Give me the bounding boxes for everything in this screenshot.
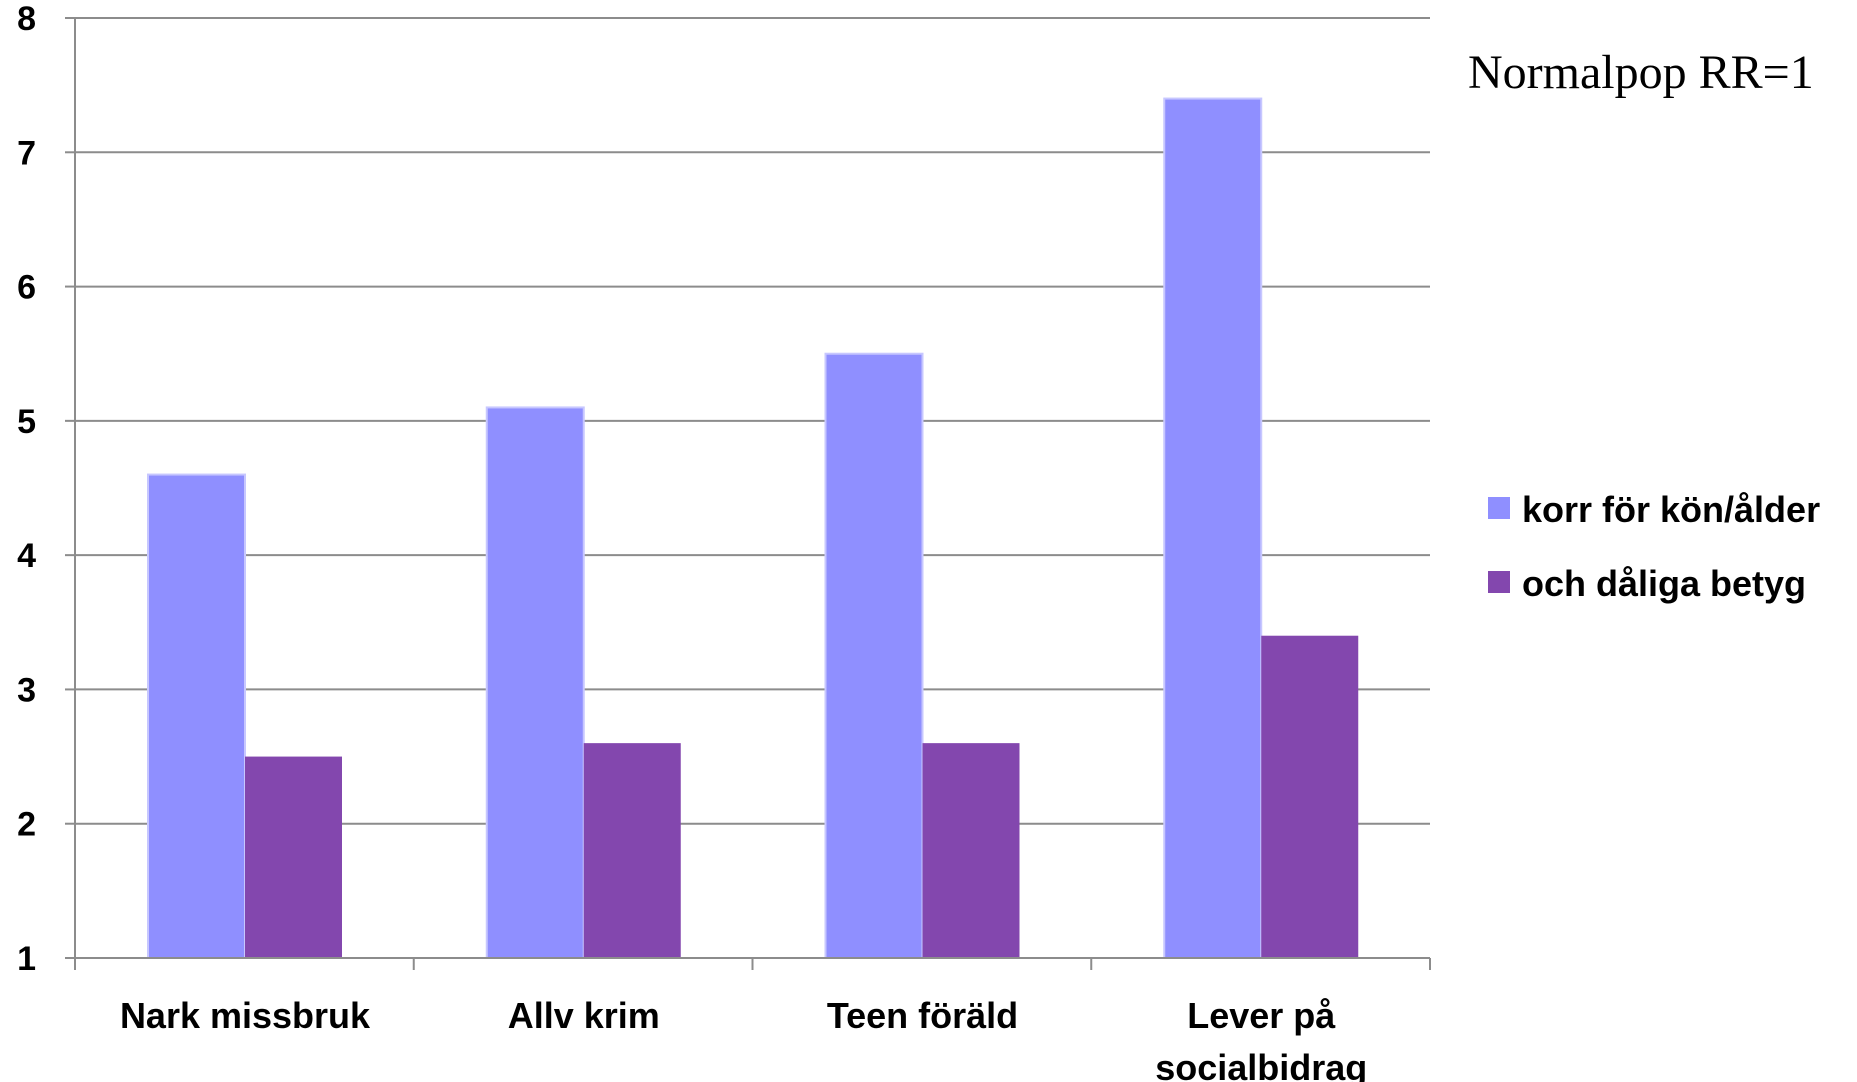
- bar-2-2: [583, 743, 681, 958]
- y-tick-label: 4: [17, 537, 36, 575]
- legend-label: och dåliga betyg: [1522, 563, 1806, 604]
- y-tick-label: 3: [17, 671, 36, 709]
- y-tick-label: 2: [17, 806, 36, 844]
- bars: [147, 97, 1359, 960]
- annotation-text: Normalpop RR=1: [1468, 46, 1814, 99]
- legend-swatch: [1488, 571, 1510, 593]
- y-tick-label: 6: [17, 269, 36, 307]
- bar-1-1: [147, 473, 246, 959]
- category-label: socialbidrag: [1155, 1047, 1367, 1082]
- axes: [74, 18, 1431, 970]
- legend-label: korr för kön/ålder: [1522, 489, 1820, 530]
- category-labels: Nark missbruk Allv krim Teen föräld Lever p…: [120, 995, 1367, 1082]
- legend: korr för kön/ålder och dåliga betyg: [1488, 489, 1820, 604]
- bar-1-4: [1163, 97, 1263, 960]
- bar-1-3: [824, 352, 924, 959]
- y-tick-label: 7: [17, 134, 36, 172]
- legend-swatch: [1488, 497, 1510, 519]
- y-tick-labels: 1 2 3 4 5 6 7 8: [17, 0, 36, 978]
- y-tick-label: 5: [17, 403, 36, 441]
- bar-1-2: [485, 406, 585, 959]
- bar-2-4: [1261, 635, 1359, 958]
- y-tick-label: 1: [17, 940, 36, 978]
- category-label: Nark missbruk: [120, 995, 371, 1036]
- bar-2-1: [245, 756, 342, 958]
- category-label: Allv krim: [508, 995, 660, 1036]
- category-label: Teen föräld: [827, 995, 1018, 1036]
- bar-2-3: [922, 743, 1020, 958]
- category-label: Lever på: [1187, 995, 1336, 1036]
- y-tick-label: 8: [17, 0, 36, 38]
